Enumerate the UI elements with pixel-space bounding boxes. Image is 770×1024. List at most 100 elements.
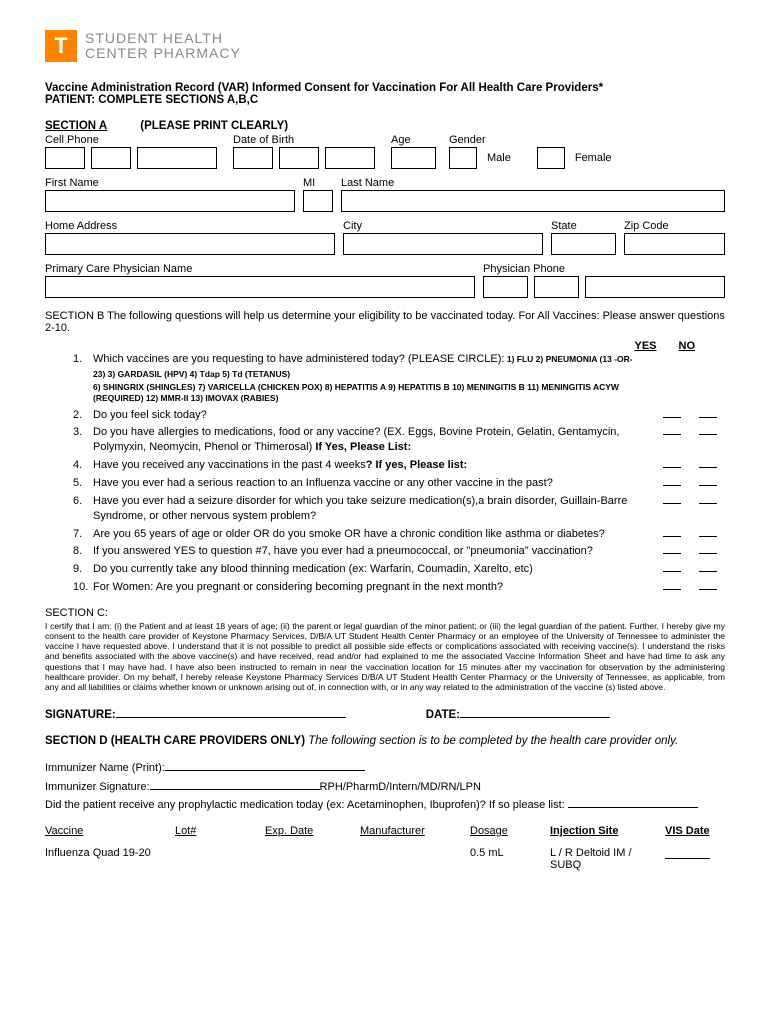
label-age: Age: [391, 134, 441, 146]
input-pcp[interactable]: [45, 276, 475, 298]
section-d-note: The following section is to be completed…: [308, 735, 678, 747]
label-lastname: Last Name: [341, 177, 725, 189]
section-d-title: SECTION D (HEALTH CARE PROVIDERS ONLY): [45, 735, 305, 747]
col-exp: Exp. Date: [265, 825, 360, 837]
col-lot: Lot#: [175, 825, 265, 837]
logo-line1: STUDENT HEALTH: [85, 31, 241, 46]
row-pcp: Primary Care Physician Name Physician Ph…: [45, 263, 725, 298]
input-address[interactable]: [45, 233, 335, 255]
yes-blank[interactable]: [663, 527, 681, 537]
row-site: L / R Deltoid IM / SUBQ: [550, 847, 665, 871]
label-address: Home Address: [45, 220, 335, 232]
yes-blank[interactable]: [663, 494, 681, 504]
date-field[interactable]: DATE:: [426, 706, 610, 721]
section-d-header: SECTION D (HEALTH CARE PROVIDERS ONLY) T…: [45, 735, 725, 747]
row-exp[interactable]: [265, 847, 360, 871]
input-lastname[interactable]: [341, 190, 725, 212]
label-firstname: First Name: [45, 177, 295, 189]
question-list: 1.Which vaccines are you requesting to h…: [45, 352, 725, 595]
input-phone3[interactable]: [137, 147, 217, 169]
no-blank[interactable]: [699, 580, 717, 590]
no-blank[interactable]: [699, 494, 717, 504]
input-dob3[interactable]: [325, 147, 375, 169]
yes-blank[interactable]: [663, 544, 681, 554]
input-physphone3[interactable]: [585, 276, 725, 298]
label-dob: Date of Birth: [233, 134, 383, 146]
input-phone2[interactable]: [91, 147, 131, 169]
input-state[interactable]: [551, 233, 616, 255]
no-blank[interactable]: [699, 408, 717, 418]
row-name: First Name MI Last Name: [45, 177, 725, 212]
table-row: Influenza Quad 19-20 0.5 mL L / R Deltoi…: [45, 847, 725, 871]
col-mfr: Manufacturer: [360, 825, 470, 837]
question: 2.Do you feel sick today?: [73, 408, 725, 423]
col-site: Injection Site: [550, 825, 665, 837]
label-state: State: [551, 220, 616, 232]
logo-text: STUDENT HEALTH CENTER PHARMACY: [85, 31, 241, 62]
section-c-label: SECTION C:: [45, 607, 725, 619]
question: 10.For Women: Are you pregnant or consid…: [73, 580, 725, 595]
question: 4.Have you received any vaccinations in …: [73, 458, 725, 473]
col-dosage: Dosage: [470, 825, 550, 837]
immunizer-name-line[interactable]: Immunizer Name (Print):: [45, 759, 725, 778]
input-dob2[interactable]: [279, 147, 319, 169]
creds: RPH/PharmD/Intern/MD/RN/LPN: [320, 781, 481, 793]
prophylactic-label: Did the patient receive any prophylactic…: [45, 799, 565, 811]
row-vaccine: Influenza Quad 19-20: [45, 847, 175, 871]
prophylactic-line[interactable]: Did the patient receive any prophylactic…: [45, 796, 725, 815]
no-blank[interactable]: [699, 544, 717, 554]
yes-header: YES: [634, 340, 656, 352]
row-vis[interactable]: [665, 847, 725, 871]
question: 7.Are you 65 years of age or older OR do…: [73, 527, 725, 542]
no-blank[interactable]: [699, 562, 717, 572]
immunizer-sig-line[interactable]: Immunizer Signature: RPH/PharmD/Intern/MD…: [45, 778, 725, 797]
yes-blank[interactable]: [663, 408, 681, 418]
input-physphone2[interactable]: [534, 276, 579, 298]
section-a-note: (PLEASE PRINT CLEARLY): [140, 120, 288, 132]
input-physphone1[interactable]: [483, 276, 528, 298]
question: 5.Have you ever had a serious reaction t…: [73, 476, 725, 491]
title-block: Vaccine Administration Record (VAR) Info…: [45, 82, 725, 106]
signature-field[interactable]: SIGNATURE:: [45, 706, 346, 721]
input-zip[interactable]: [624, 233, 725, 255]
question: 9.Do you currently take any blood thinni…: [73, 562, 725, 577]
question: 3.Do you have allergies to medications, …: [73, 425, 725, 455]
section-b-intro: SECTION B The following questions will h…: [45, 310, 725, 334]
label-male: Male: [487, 152, 511, 164]
checkbox-female[interactable]: [537, 147, 565, 169]
yes-blank[interactable]: [663, 458, 681, 468]
question: 6.Have you ever had a seizure disorder f…: [73, 494, 725, 524]
date-label: DATE:: [426, 709, 460, 721]
immunizer-sig-label: Immunizer Signature:: [45, 781, 150, 793]
question: 1.Which vaccines are you requesting to h…: [73, 352, 725, 405]
section-a-header: SECTION A: [45, 120, 107, 132]
provider-lines: Immunizer Name (Print): Immunizer Signat…: [45, 759, 725, 815]
label-city: City: [343, 220, 543, 232]
title-line2: PATIENT: COMPLETE SECTIONS A,B,C: [45, 94, 725, 106]
label-pcp: Primary Care Physician Name: [45, 263, 475, 275]
input-firstname[interactable]: [45, 190, 295, 212]
col-vis: VIS Date: [665, 825, 725, 837]
yes-blank[interactable]: [663, 580, 681, 590]
yes-blank[interactable]: [663, 425, 681, 435]
input-age[interactable]: [391, 147, 436, 169]
row-mfr[interactable]: [360, 847, 470, 871]
label-physphone: Physician Phone: [483, 263, 725, 275]
no-blank[interactable]: [699, 458, 717, 468]
no-header: NO: [679, 340, 696, 352]
col-vaccine: Vaccine: [45, 825, 175, 837]
yes-blank[interactable]: [663, 562, 681, 572]
input-phone1[interactable]: [45, 147, 85, 169]
no-blank[interactable]: [699, 527, 717, 537]
yes-no-header: YES NO: [45, 340, 725, 352]
no-blank[interactable]: [699, 425, 717, 435]
no-blank[interactable]: [699, 476, 717, 486]
input-dob1[interactable]: [233, 147, 273, 169]
title-line1: Vaccine Administration Record (VAR) Info…: [45, 82, 725, 94]
yes-blank[interactable]: [663, 476, 681, 486]
input-mi[interactable]: [303, 190, 333, 212]
checkbox-male[interactable]: [449, 147, 477, 169]
row-lot[interactable]: [175, 847, 265, 871]
row-dosage: 0.5 mL: [470, 847, 550, 871]
input-city[interactable]: [343, 233, 543, 255]
